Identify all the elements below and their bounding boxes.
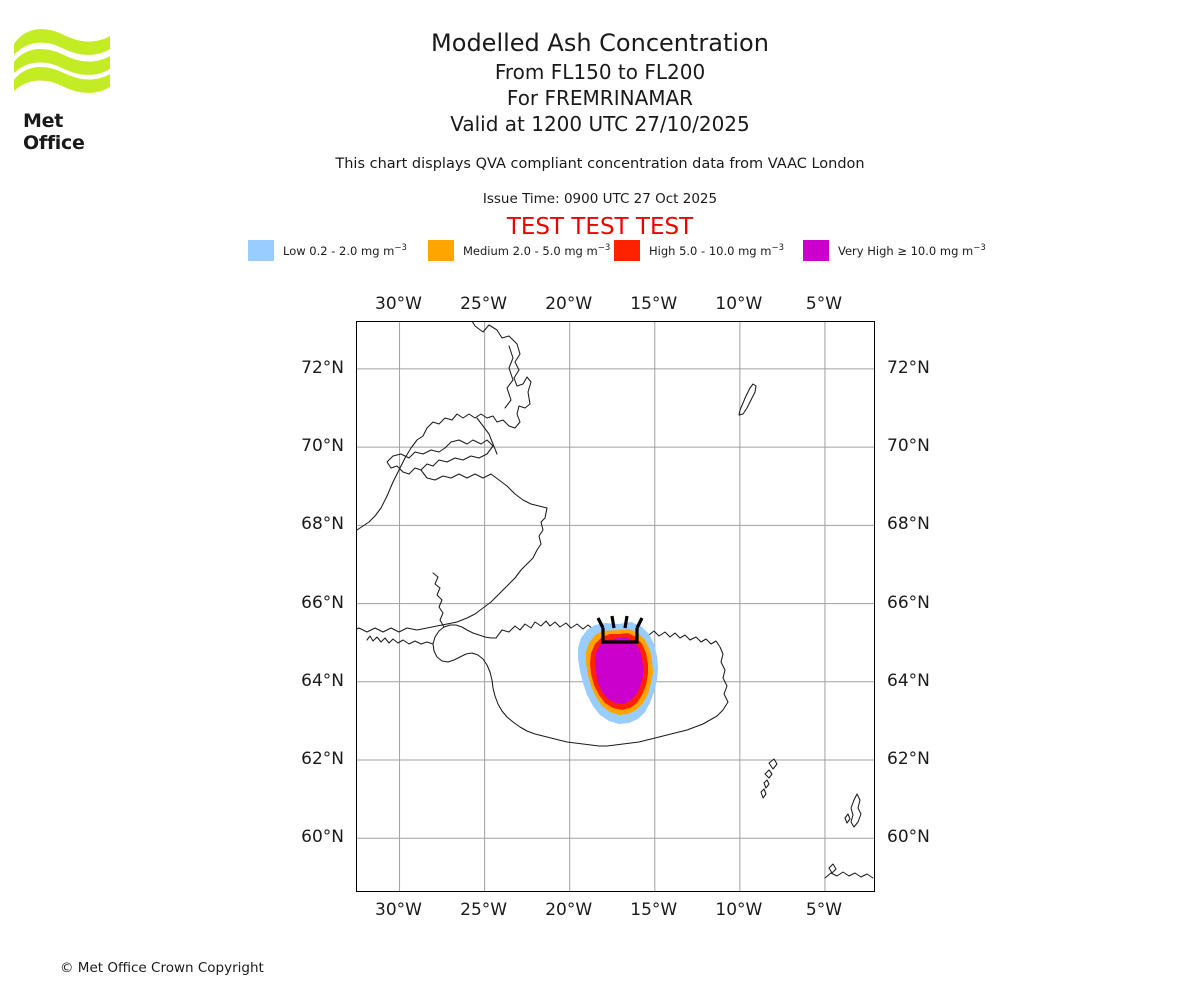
axis-tick-label: 72°N [301, 357, 344, 378]
iceland-coastline [366, 572, 729, 747]
axis-tick-label: 62°N [887, 749, 930, 770]
axis-tick-label: 60°N [887, 827, 930, 848]
axis-tick-label: 15°W [630, 900, 678, 920]
axis-tick-label: 68°N [301, 514, 344, 535]
chart-title-block: Modelled Ash Concentration From FL150 to… [0, 28, 1200, 137]
copyright-notice: © Met Office Crown Copyright [60, 960, 264, 976]
axis-tick-label: 20°W [545, 294, 593, 314]
legend-item-high: High 5.0 - 10.0 mg m−3 [614, 238, 784, 262]
qva-compliance-note: This chart displays QVA compliant concen… [335, 156, 865, 172]
axis-tick-label: 62°N [301, 749, 344, 770]
axis-tick-label: 15°W [630, 294, 678, 314]
met-office-logo-text: Met Office [23, 110, 85, 154]
graticule-gridlines [357, 322, 874, 891]
legend-item-very-high: Very High ≥ 10.0 mg m−3 [803, 238, 986, 262]
axis-tick-label: 68°N [887, 514, 930, 535]
valid-time: Valid at 1200 UTC 27/10/2025 [450, 112, 750, 136]
legend-swatch-low [248, 239, 274, 261]
legend-swatch-high [614, 239, 640, 261]
axis-tick-label: 25°W [460, 294, 508, 314]
met-office-logo: Met Office [12, 22, 122, 154]
legend-swatch-very-high [803, 239, 829, 261]
legend-item-low: Low 0.2 - 2.0 mg m−3 [248, 238, 407, 262]
axis-tick-label: 64°N [301, 670, 344, 691]
page-title: Modelled Ash Concentration [431, 29, 769, 57]
axis-tick-label: 20°W [545, 900, 593, 920]
legend-swatch-medium [428, 239, 454, 261]
axis-tick-label: 64°N [887, 670, 930, 691]
concentration-legend: Low 0.2 - 2.0 mg m−3 Medium 2.0 - 5.0 mg… [248, 238, 994, 262]
axis-tick-label: 70°N [301, 436, 344, 457]
axis-tick-label: 10°W [715, 294, 763, 314]
axis-tick-label: 5°W [805, 294, 842, 314]
map-frame [356, 321, 875, 892]
ash-concentration-map: 30°W 25°W 20°W 15°W 10°W 5°W 30°W 25°W 20°W 15°W… [301, 294, 930, 920]
flight-level-range: From FL150 to FL200 [494, 60, 706, 84]
issue-time: Issue Time: 0900 UTC 27 Oct 2025 [482, 191, 718, 207]
legend-item-medium: Medium 2.0 - 5.0 mg m−3 [428, 238, 610, 262]
test-banner: TEST TEST TEST [506, 214, 694, 240]
axis-tick-label: 5°W [805, 900, 842, 920]
axis-tick-label: 70°N [887, 436, 930, 457]
ash-plume [578, 622, 658, 724]
map-canvas [357, 322, 874, 891]
legend-label-medium: Medium 2.0 - 5.0 mg m−3 [463, 242, 611, 258]
axis-tick-label: 66°N [301, 592, 344, 613]
plume-layer-very-high [595, 637, 643, 704]
small-islands [738, 383, 874, 879]
axis-tick-label: 10°W [715, 900, 763, 920]
axis-tick-label: 60°N [301, 827, 344, 848]
volcano-name: For FREMRINAMAR [506, 86, 694, 110]
axis-tick-label: 30°W [375, 294, 423, 314]
legend-label-very-high: Very High ≥ 10.0 mg m−3 [838, 242, 986, 258]
axis-tick-label: 66°N [887, 592, 930, 613]
legend-label-low: Low 0.2 - 2.0 mg m−3 [283, 242, 407, 258]
coastlines [357, 322, 548, 633]
legend-label-high: High 5.0 - 10.0 mg m−3 [649, 242, 784, 258]
met-office-wave-icon [14, 29, 110, 93]
axis-tick-label: 30°W [375, 900, 423, 920]
axis-tick-label: 72°N [887, 357, 930, 378]
volcano-marker-icon [596, 615, 644, 644]
axis-tick-label: 25°W [460, 900, 508, 920]
